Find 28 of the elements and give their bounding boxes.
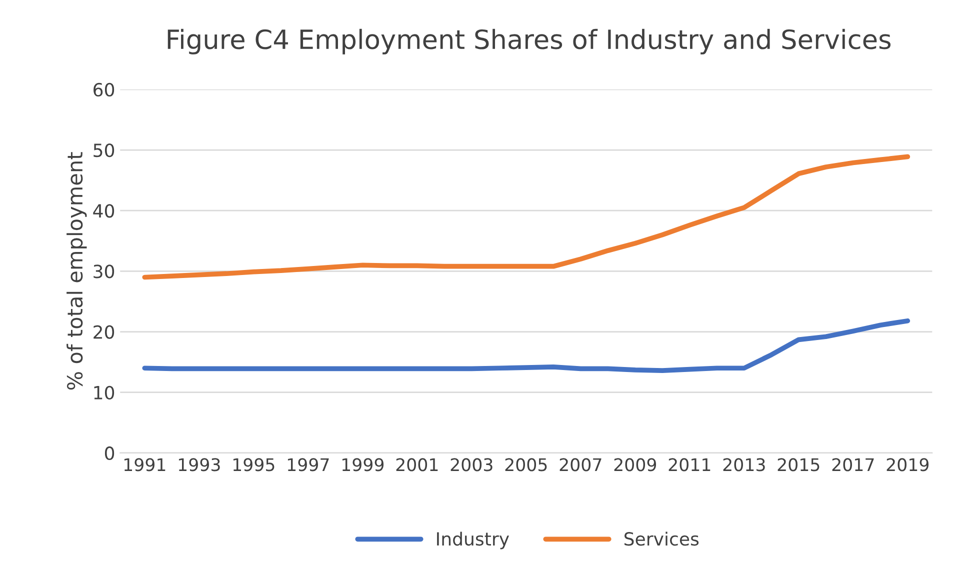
x-tick-label: 2019 [886, 458, 929, 472]
x-tick-label: 2017 [832, 458, 874, 472]
y-tick-label: 50 [94, 143, 114, 158]
y-axis-title: % of total employment [66, 152, 87, 390]
x-tick-label: 2009 [614, 458, 656, 472]
x-tick-label: 2003 [450, 458, 492, 472]
y-tick-label: 60 [94, 82, 114, 97]
line-series [142, 318, 910, 373]
y-tick-label: 0 [104, 446, 114, 460]
x-tick-label: 1993 [178, 458, 220, 472]
line-series [142, 154, 910, 280]
x-tick-label: 1997 [288, 458, 329, 472]
x-tick-label: 1991 [124, 458, 166, 472]
legend-label: Services [624, 532, 699, 546]
x-tick-label: 1995 [233, 458, 274, 472]
x-tick-label: 2011 [668, 458, 710, 472]
x-tick-label: 2001 [396, 458, 438, 472]
x-tick-label: 2015 [778, 458, 820, 472]
y-tick-label: 40 [93, 204, 114, 218]
y-tick-label: 10 [94, 386, 114, 400]
legend-label: Industry [437, 532, 510, 550]
y-tick-label: 30 [94, 264, 114, 278]
x-tick-label: 2013 [723, 458, 765, 472]
x-tick-label: 2007 [560, 458, 602, 472]
chart-title: Figure C4 Employment Shares of Industry and Services [168, 28, 891, 54]
y-tick-label: 20 [94, 325, 114, 339]
x-tick-label: 2005 [505, 458, 547, 472]
x-tick-label: 1999 [342, 458, 384, 472]
